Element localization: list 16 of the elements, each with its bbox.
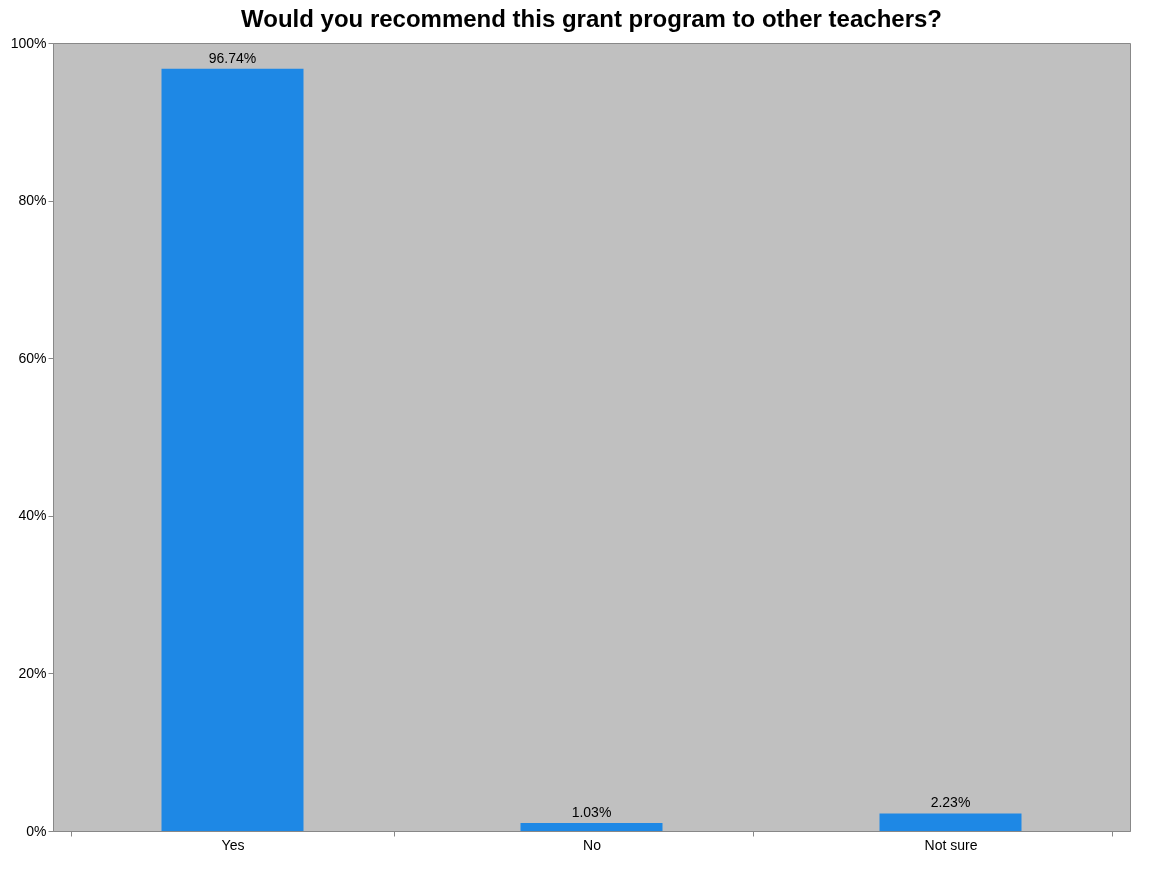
y-tick-label: 100% (10, 34, 47, 51)
data-label: 2.23% (930, 794, 971, 811)
x-tick-label: Not sure (924, 836, 978, 853)
x-tick-label: Yes (221, 836, 245, 853)
bar (879, 813, 1022, 831)
data-label: 1.03% (571, 803, 612, 820)
x-tick-label: No (583, 836, 602, 853)
y-tick-label: 0% (26, 822, 47, 839)
bar (161, 68, 304, 831)
y-tick-label: 20% (18, 664, 47, 681)
chart-title: Would you recommend this grant program to other teachers? (241, 5, 942, 32)
bar (520, 822, 663, 831)
y-tick-label: 80% (18, 192, 47, 209)
y-tick-label: 40% (18, 507, 47, 524)
y-tick-label: 60% (18, 349, 47, 366)
data-label: 96.74% (208, 49, 257, 66)
